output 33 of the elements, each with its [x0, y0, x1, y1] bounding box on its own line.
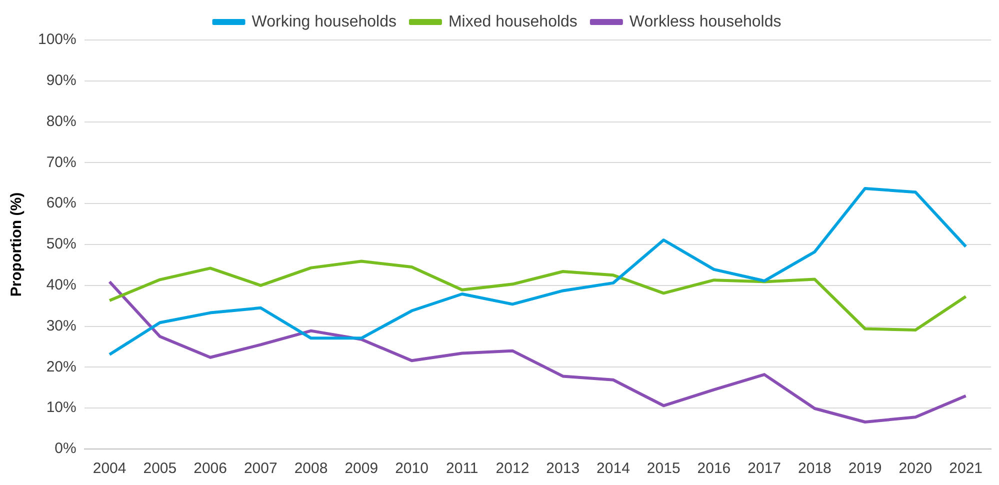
x-tick-label: 2008 [294, 460, 328, 478]
x-tick-label: 2014 [596, 460, 630, 478]
y-tick-label: 50% [46, 236, 76, 253]
x-tick-label: 2010 [395, 460, 428, 478]
y-tick-label: 0% [54, 440, 76, 458]
x-tick-label: 2016 [697, 460, 731, 478]
x-tick-label: 2007 [244, 460, 278, 478]
y-tick-label: 10% [46, 399, 76, 416]
y-axis-title: Proportion (%) [8, 192, 26, 297]
x-tick-label: 2012 [496, 460, 530, 478]
x-tick-label: 2013 [546, 460, 580, 478]
x-tick-label: 2015 [646, 460, 680, 478]
y-tick-label: 80% [46, 112, 76, 130]
x-tick-label: 2018 [798, 460, 832, 478]
y-tick-label: 30% [46, 317, 76, 334]
x-tick-label: 2017 [748, 460, 782, 478]
x-tick-label: 2021 [949, 460, 983, 478]
x-tick-label: 2004 [92, 460, 126, 478]
y-tick-label: 90% [46, 72, 76, 90]
x-tick-label: 2005 [143, 460, 177, 478]
x-tick-label: 2006 [194, 460, 227, 478]
x-tick-label: 2009 [344, 460, 378, 478]
x-tick-label: 2011 [446, 460, 478, 478]
legend-label: Mixed households [448, 13, 578, 30]
y-tick-label: 20% [46, 358, 76, 376]
y-tick-label: 40% [46, 276, 76, 294]
x-tick-label: 2020 [898, 460, 932, 478]
legend-label: Working households [252, 13, 396, 30]
x-tick-label: 2019 [848, 460, 882, 478]
y-tick-label: 100% [38, 31, 76, 48]
y-tick-label: 70% [46, 154, 76, 171]
legend-label: Workless households [629, 13, 782, 30]
y-tick-label: 60% [46, 194, 76, 212]
